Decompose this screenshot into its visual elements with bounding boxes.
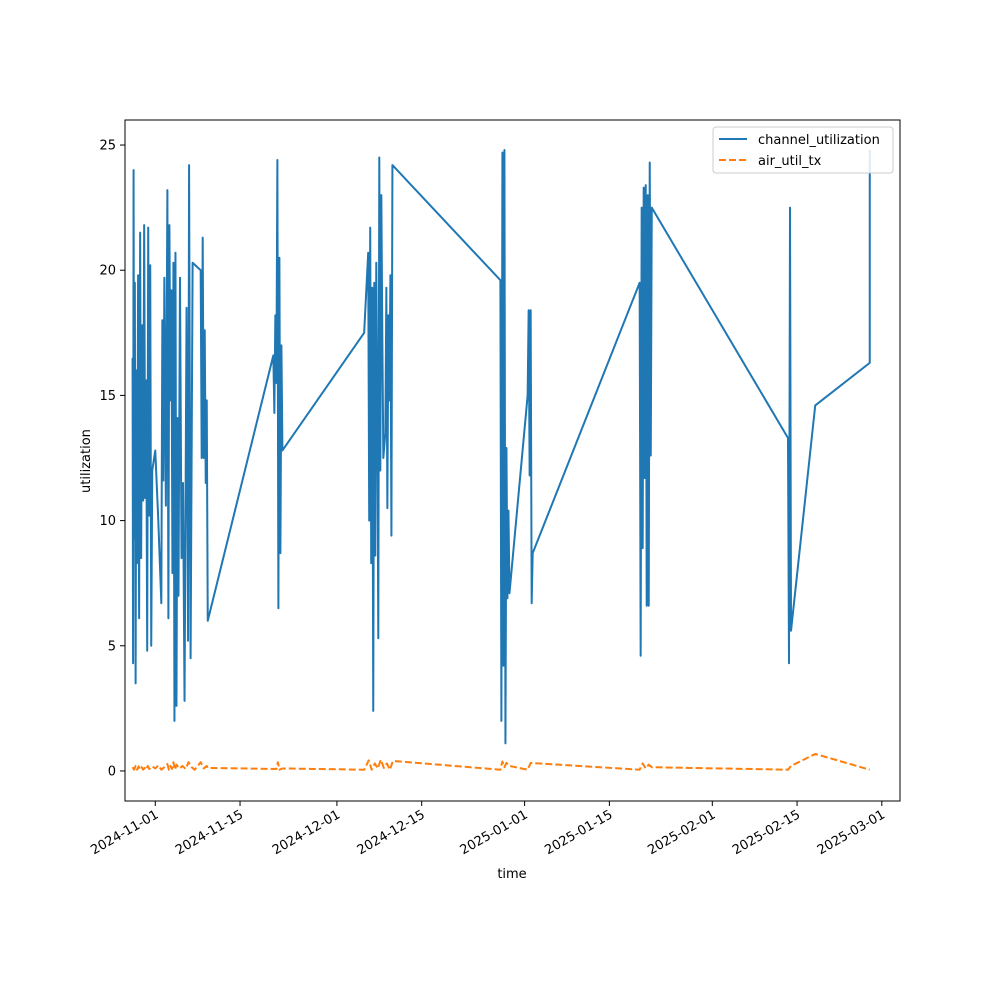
plot-frame: [124, 119, 901, 802]
legend-label-air-util-tx: air_util_tx: [758, 154, 822, 169]
y-tick-label: 0: [108, 764, 116, 779]
legend-box: [712, 126, 894, 174]
series-line-channel-utilization: [131, 149, 871, 745]
y-axis-title: utilization: [79, 429, 94, 493]
legend-label-channel-utilization: channel_utilization: [758, 133, 880, 148]
y-tick-label: 15: [99, 389, 116, 404]
x-axis-title: time: [497, 867, 526, 882]
y-tick-label: 20: [99, 264, 116, 279]
y-tick-label: 10: [99, 514, 116, 529]
series-layer: [131, 149, 871, 771]
y-tick-label: 25: [99, 139, 116, 154]
y-axis: 0 5 10 15 20 25: [99, 139, 125, 779]
legend: channel_utilization air_util_tx: [712, 126, 894, 174]
series-line-air-util-tx: [131, 752, 871, 771]
y-tick-label: 5: [108, 639, 116, 654]
plot-area: [125, 120, 900, 801]
